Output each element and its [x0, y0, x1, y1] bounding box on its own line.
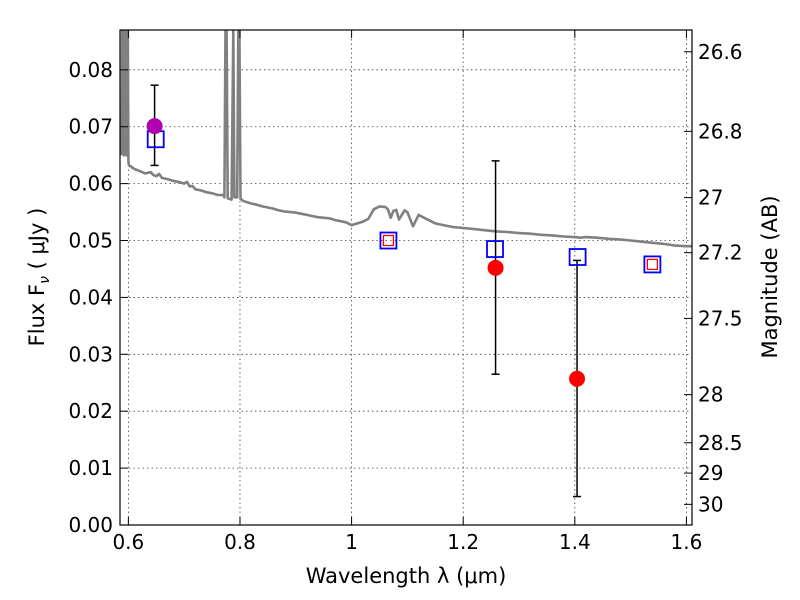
y-tick-label: 0.01: [68, 456, 113, 480]
y2-tick-label: 28: [698, 383, 723, 407]
y2-tick-label: 27.2: [698, 241, 743, 265]
y2-tick-label: 26.8: [698, 119, 743, 143]
y-tick-label: 0.04: [68, 285, 113, 309]
y2-axis-title: Magnitude (AB): [758, 195, 782, 358]
y2-tick-label: 29: [698, 461, 723, 485]
y-tick-label: 0.03: [68, 342, 113, 366]
x-tick-label: 1.2: [447, 530, 479, 554]
y2-tick-label: 28.5: [698, 431, 743, 455]
model-photometry-square: [568, 248, 587, 266]
grid-layer: [120, 30, 692, 526]
axis-layer: 0.6 0.8 1 1.2 1.4 1.6 0.00 0.01 0.02 0.03 0.04 0.05…: [68, 30, 743, 554]
y-tick-label: 0.00: [68, 513, 113, 537]
y-tick-label: 0.06: [68, 172, 113, 196]
y-tick-label: 0.05: [68, 229, 113, 253]
model-photometry-square: [643, 255, 662, 274]
x-tick-label: 1.4: [559, 530, 591, 554]
y-axis-title-unit: ( μJy ): [25, 208, 49, 276]
y2-tick-label: 26.6: [698, 40, 743, 64]
y2-tick-label: 27: [698, 186, 723, 210]
x-tick-label: 0.8: [224, 530, 256, 554]
y2-tick-label: 30: [698, 492, 723, 516]
y-axis-title-main: Flux F: [25, 284, 49, 346]
small-red-square: [382, 234, 395, 247]
model-photometry-square: [486, 240, 504, 258]
observed-point: [146, 118, 163, 135]
x-tick-label: 0.6: [112, 530, 144, 554]
data-layer: [120, 30, 692, 498]
y-axis-title: Flux Fν ( μJy ): [25, 208, 53, 347]
x-tick-label: 1: [345, 530, 358, 554]
y-tick-label: 0.08: [68, 58, 113, 82]
model-photometry-square: [379, 231, 398, 250]
model-sed-line: [120, 30, 692, 248]
y-tick-label: 0.02: [68, 399, 113, 423]
x-tick-label: 1.6: [671, 530, 703, 554]
y-axis-title-sub: ν: [37, 276, 53, 284]
x-axis-title: Wavelength λ (μm): [306, 564, 507, 588]
small-red-square: [646, 258, 659, 271]
y-tick-label: 0.07: [68, 115, 113, 139]
svg-text:Flux Fν ( μJy ): Flux Fν ( μJy ): [25, 208, 53, 347]
y2-tick-label: 27.5: [698, 306, 743, 330]
observed-point: [569, 370, 586, 387]
observed-point: [487, 259, 504, 276]
plot-frame: [119, 29, 693, 526]
